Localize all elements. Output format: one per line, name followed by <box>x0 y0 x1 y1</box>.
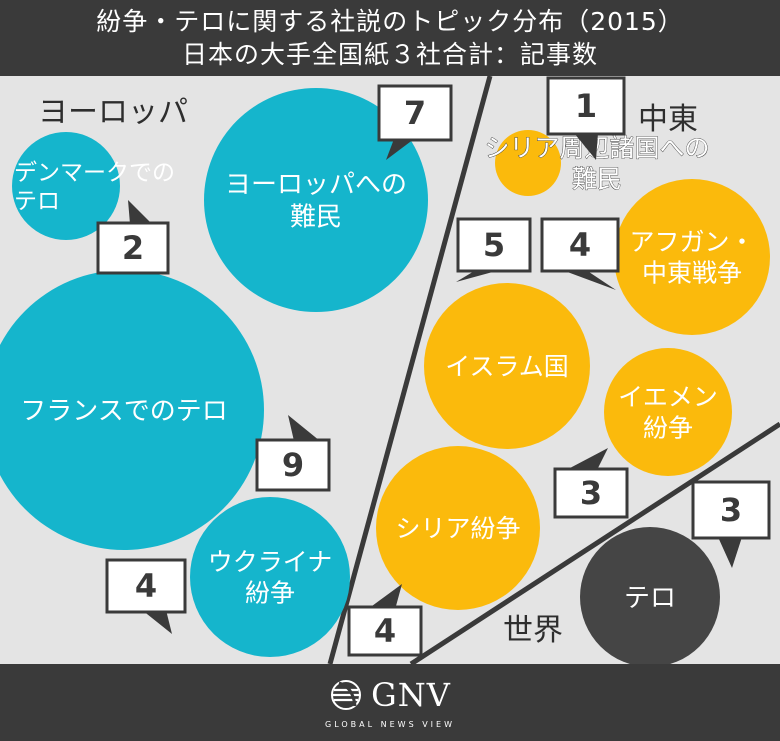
bubble <box>204 88 428 312</box>
value-callout: 4 <box>105 558 187 634</box>
callout-box <box>540 217 620 273</box>
bubble <box>190 497 350 657</box>
value-callout: 5 <box>456 217 532 282</box>
callout-tail <box>456 270 500 282</box>
region-label: ヨーロッパ <box>38 95 188 130</box>
region-dividers <box>327 75 780 667</box>
value-callout: 2 <box>96 200 170 275</box>
callout-box <box>546 76 626 136</box>
callout-tail <box>386 139 414 160</box>
bubble-label: シリア紛争 <box>395 514 520 543</box>
callout-tail <box>718 537 742 568</box>
callout-box <box>105 558 187 614</box>
footer-bar <box>0 664 780 741</box>
value-label: 1 <box>575 87 597 125</box>
value-label: 3 <box>580 474 602 512</box>
value-label: 2 <box>122 229 144 267</box>
chart-subtitle: 日本の大手全国紙３社合計：記事数 <box>181 40 598 69</box>
value-callouts: 2 7 9 4 1 4 5 3 4 3 <box>96 76 771 657</box>
bubble-label: ウクライナ紛争 <box>208 547 333 607</box>
value-label: 9 <box>282 446 304 484</box>
callout-box <box>255 438 331 492</box>
value-callout: 4 <box>347 584 423 657</box>
value-label: 4 <box>374 612 396 650</box>
value-callout: 9 <box>255 415 331 492</box>
callout-tail <box>288 415 320 441</box>
bubble <box>580 527 720 667</box>
value-callout: 3 <box>553 448 629 519</box>
callout-box <box>377 84 453 142</box>
callout-box <box>553 467 629 519</box>
value-callout: 4 <box>540 217 620 290</box>
bubbles: デンマークでのテロヨーロッパへの難民フランスでのテロウクライナ紛争シリア周辺諸国… <box>0 88 770 667</box>
chart-title: 紛争・テロに関する社説のトピック分布（2015） <box>96 7 684 36</box>
callout-tail <box>128 200 152 224</box>
callout-box <box>691 480 771 540</box>
brand-logo: GNV GLOBAL NEWS VIEW <box>0 676 780 729</box>
bubble <box>614 179 770 335</box>
brand-name: GNV <box>371 676 451 714</box>
value-label: 7 <box>404 94 426 132</box>
callout-tail <box>372 584 402 606</box>
callout-tail <box>570 448 608 468</box>
bubble <box>0 270 264 550</box>
bubble-label: イスラム国 <box>445 352 569 381</box>
value-callout: 3 <box>691 480 771 568</box>
bubble <box>604 348 732 476</box>
bubble <box>424 283 590 449</box>
bubble-label: ヨーロッパへの難民 <box>225 170 407 233</box>
value-callout: 7 <box>377 84 453 160</box>
region-label: 世界 <box>503 613 563 648</box>
value-label: 5 <box>483 226 505 264</box>
brand-tagline: GLOBAL NEWS VIEW <box>325 720 455 729</box>
bubble-label: イエメン紛争 <box>618 382 718 442</box>
callout-box <box>96 221 170 275</box>
callout-tail <box>562 270 616 290</box>
bubble-label: アフガン・中東戦争 <box>629 227 754 287</box>
callout-box <box>347 605 423 657</box>
value-label: 4 <box>135 567 157 605</box>
bubble <box>495 130 561 196</box>
callout-box <box>456 217 532 273</box>
globe-icon <box>331 680 362 710</box>
header-bar: 紛争・テロに関する社説のトピック分布（2015） 日本の大手全国紙３社合計：記事… <box>0 0 780 76</box>
callout-tail <box>574 133 598 160</box>
region-label: 中東 <box>638 102 698 137</box>
callout-tail <box>142 610 172 634</box>
value-callout: 1 <box>546 76 626 160</box>
bubble-label: デンマークでのテロ <box>14 160 175 215</box>
value-label: 4 <box>569 226 591 264</box>
divider-line <box>327 75 493 665</box>
bubble <box>376 446 540 610</box>
bubble <box>12 132 120 240</box>
bubble-label: テロ <box>624 583 676 613</box>
value-label: 3 <box>720 491 742 529</box>
divider-line <box>409 421 780 667</box>
bubble-label: フランスでのテロ <box>20 396 227 426</box>
